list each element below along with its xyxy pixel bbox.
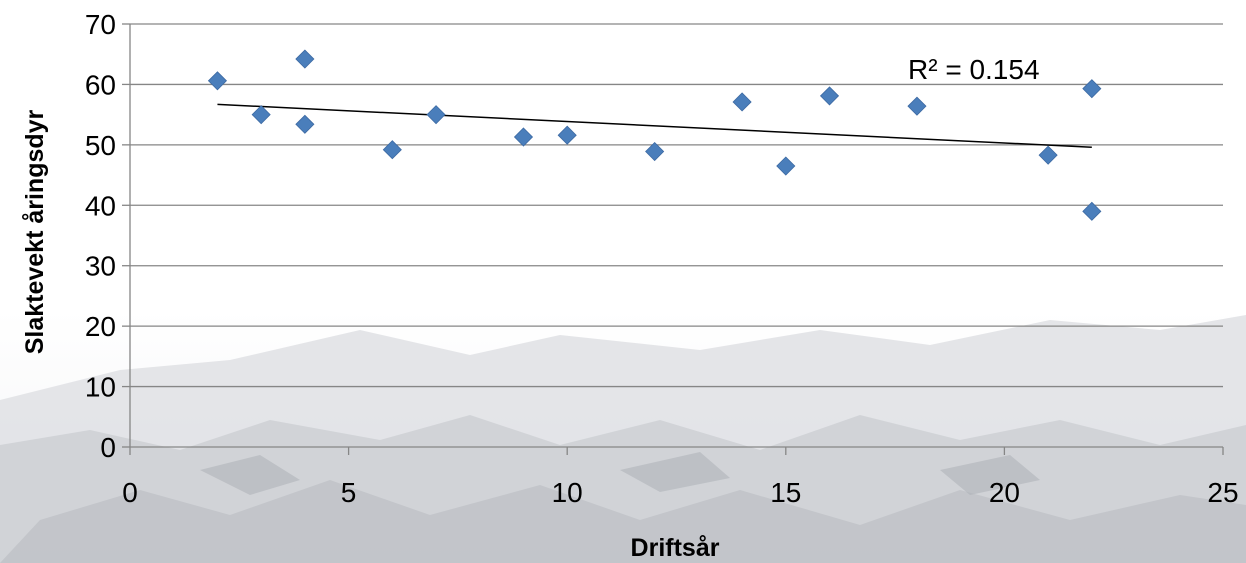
trendline (217, 103, 1092, 149)
y-tick-label: 30 (85, 251, 116, 282)
data-point (295, 114, 315, 134)
y-tick-label: 50 (85, 130, 116, 161)
data-point (1082, 79, 1102, 99)
x-tick-labels: 0 5 10 15 20 25 (122, 477, 1238, 508)
y-tick-label: 70 (85, 9, 116, 40)
x-tick-label: 15 (770, 477, 801, 508)
x-axis-title: Driftsår (631, 534, 720, 562)
data-point (382, 140, 402, 160)
y-axis-title: Slaktevekt åringsdyr (21, 109, 49, 354)
x-tick-label: 0 (122, 477, 138, 508)
y-tick-label: 60 (85, 69, 116, 100)
data-point (207, 71, 228, 91)
data-point (513, 127, 534, 147)
trendline-group (217, 103, 1092, 149)
data-point (1038, 145, 1058, 165)
r-squared-label: R² = 0.154 (908, 54, 1040, 85)
x-tick-label: 10 (552, 477, 583, 508)
data-point (426, 105, 446, 125)
data-point (645, 141, 665, 162)
data-point (295, 49, 315, 69)
y-tick-label: 20 (85, 311, 116, 342)
data-point (557, 125, 577, 145)
data-point (1082, 201, 1102, 221)
y-tick-label: 10 (85, 372, 116, 403)
data-point (819, 86, 840, 106)
y-tick-label: 0 (100, 432, 116, 463)
x-tick-label: 5 (341, 477, 357, 508)
data-points (207, 49, 1102, 221)
x-tick-label: 20 (989, 477, 1020, 508)
axes (122, 23, 1224, 455)
y-tick-labels: 0 10 20 30 40 50 60 70 (85, 9, 116, 463)
x-tick-label: 25 (1207, 477, 1238, 508)
y-tick-label: 40 (85, 190, 116, 221)
data-point (251, 105, 271, 125)
data-point (776, 156, 796, 176)
data-point (907, 96, 927, 116)
data-point (732, 92, 752, 112)
